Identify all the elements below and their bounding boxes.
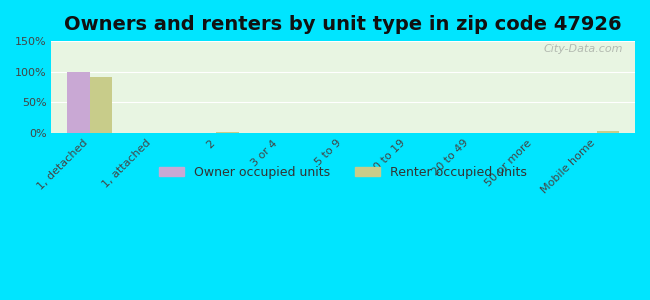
Bar — [90, 77, 112, 133]
Bar — [68, 72, 90, 133]
Text: City-Data.com: City-Data.com — [544, 44, 623, 54]
Title: Owners and renters by unit type in zip code 47926: Owners and renters by unit type in zip c… — [64, 15, 622, 34]
Bar — [597, 131, 619, 133]
Legend: Owner occupied units, Renter occupied units: Owner occupied units, Renter occupied un… — [154, 161, 532, 184]
Bar — [216, 132, 239, 133]
